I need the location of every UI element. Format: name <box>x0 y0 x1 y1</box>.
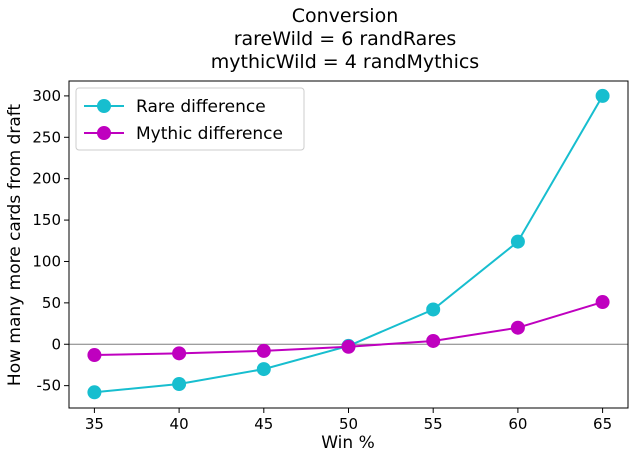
legend-label-rare: Rare difference <box>136 97 266 117</box>
x-tick-label: 50 <box>339 415 358 433</box>
x-tick-label: 65 <box>593 415 612 433</box>
x-tick-label: 55 <box>424 415 443 433</box>
legend-label-mythic: Mythic difference <box>136 124 283 144</box>
title-line-3: mythicWild = 4 randMythics <box>211 51 479 73</box>
chart-title: Conversion rareWild = 6 randRares mythic… <box>211 5 479 73</box>
data-point <box>426 333 441 348</box>
data-point <box>87 348 102 363</box>
data-point <box>426 302 441 317</box>
x-tick-label: 40 <box>170 415 189 433</box>
y-tick-label: 300 <box>32 87 61 105</box>
legend: Rare difference Mythic difference <box>75 87 305 151</box>
data-point <box>595 88 610 103</box>
data-point <box>595 295 610 310</box>
data-point <box>341 339 356 354</box>
title-line-2: rareWild = 6 randRares <box>234 28 457 50</box>
data-point <box>510 320 525 335</box>
y-axis-label: How many more cards from draft <box>5 104 25 387</box>
y-tick-label: -50 <box>37 377 62 395</box>
series-layer <box>87 88 610 400</box>
data-point <box>87 385 102 400</box>
y-tick-label: 50 <box>42 294 61 312</box>
legend-marker-rare <box>97 99 111 113</box>
x-tick-label: 60 <box>508 415 527 433</box>
y-tick-label: 0 <box>51 335 61 353</box>
y-tick-label: 250 <box>32 128 61 146</box>
y-tick-label: 150 <box>32 211 61 229</box>
y-tick-label: 100 <box>32 252 61 270</box>
x-axis: 35 40 45 50 55 60 65 <box>85 408 612 433</box>
data-point <box>256 343 271 358</box>
x-tick-label: 45 <box>254 415 273 433</box>
data-point <box>510 234 525 249</box>
x-axis-label: Win % <box>321 433 375 453</box>
y-axis: -50 0 50 100 150 200 250 300 <box>32 87 69 395</box>
data-point <box>172 346 187 361</box>
title-line-1: Conversion <box>292 5 399 27</box>
y-tick-label: 200 <box>32 170 61 188</box>
data-point <box>256 362 271 377</box>
legend-box <box>75 87 305 151</box>
data-point <box>172 376 187 391</box>
legend-marker-mythic <box>97 126 111 140</box>
x-tick-label: 35 <box>85 415 104 433</box>
